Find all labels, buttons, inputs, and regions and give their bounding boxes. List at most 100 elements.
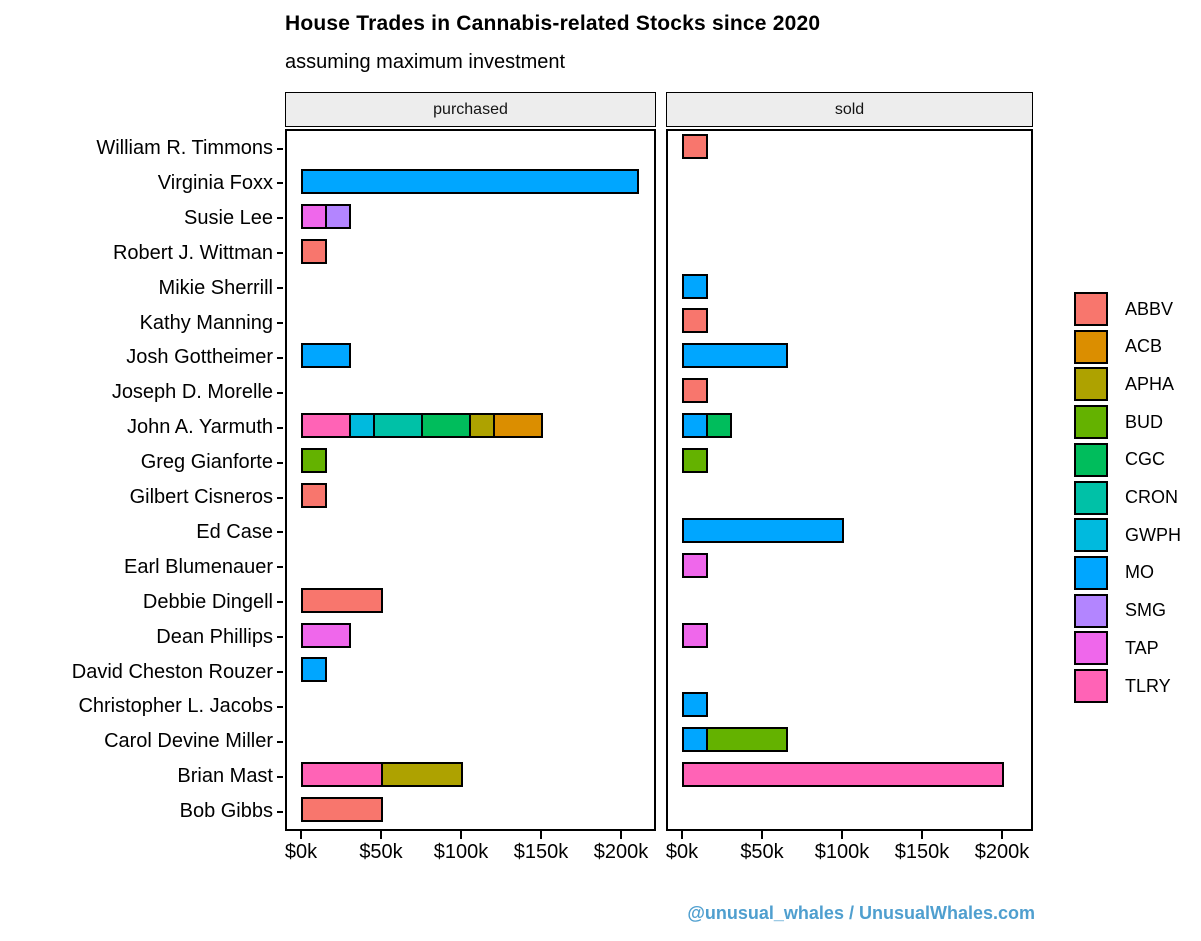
y-axis-label-row: Gilbert Cisneros <box>0 480 285 515</box>
y-axis-label: Christopher L. Jacobs <box>78 695 273 718</box>
chart-title: House Trades in Cannabis-related Stocks … <box>285 12 821 35</box>
x-axis-tick <box>620 831 622 839</box>
legend-swatch-acb <box>1074 329 1108 364</box>
y-axis-tick <box>277 636 283 639</box>
bar-segment-tap <box>301 622 351 648</box>
x-axis-tick <box>921 831 923 839</box>
bar-segment-abbv <box>301 797 383 823</box>
legend-swatch-smg <box>1074 593 1108 628</box>
x-axis-tick-label: $200k <box>974 841 1030 863</box>
bar-segment-apha <box>381 762 463 788</box>
bar-segment-mo <box>682 517 844 543</box>
y-axis-label-row: Mikie Sherrill <box>0 271 285 306</box>
bar-row <box>301 762 463 788</box>
legend-label: TAP <box>1125 637 1159 658</box>
legend-item: TAP <box>1074 631 1159 666</box>
x-axis-tick-label: $50k <box>740 841 784 863</box>
bar-row <box>301 203 351 229</box>
y-axis-label: Debbie Dingell <box>142 590 273 613</box>
bar-segment-apha <box>469 413 495 439</box>
legend-item: MO <box>1074 555 1154 590</box>
bar-segment-abbv <box>682 378 708 404</box>
legend-label: APHA <box>1125 373 1175 394</box>
bar-segment-tap <box>682 622 708 648</box>
legend-item: GWPH <box>1074 518 1181 553</box>
bar-row <box>682 273 708 299</box>
legend-swatch-tap <box>1074 631 1108 666</box>
bar-segment-mo <box>682 692 708 718</box>
bar-segment-mo <box>301 343 351 369</box>
y-axis-labels: William R. Timmons Virginia Foxx Susie Lee… <box>0 131 285 829</box>
legend-label: CRON <box>1125 487 1178 507</box>
x-axis-tick-label: $100k <box>433 841 489 863</box>
bar-row <box>682 343 788 369</box>
x-axis-tick-label: $200k <box>593 841 649 863</box>
y-axis-tick <box>277 740 283 743</box>
bar-segment-abbv <box>682 308 708 334</box>
bar-segment-cgc <box>421 413 471 439</box>
y-axis-label: Dean Phillips <box>156 625 273 648</box>
x-axis-tick-label: $100k <box>814 841 870 863</box>
bar-segment-tap <box>301 203 327 229</box>
bar-row <box>682 133 708 159</box>
y-axis-label: David Cheston Rouzer <box>71 660 273 683</box>
facet-purchased: purchased $0k $50k $100k $150k $200k <box>285 92 656 877</box>
bar-row <box>682 727 788 753</box>
y-axis-tick <box>277 496 283 499</box>
y-axis-label: Carol Devine Miller <box>104 730 273 753</box>
bar-segment-gwph <box>349 413 375 439</box>
y-axis-label-row: Josh Gottheimer <box>0 340 285 375</box>
y-axis-label-row: Dean Phillips <box>0 620 285 655</box>
y-axis-tick <box>277 671 283 673</box>
x-axis-tick <box>380 831 382 839</box>
legend-swatch-gwph <box>1074 518 1108 553</box>
y-axis-tick <box>277 322 283 324</box>
legend-item: BUD <box>1074 405 1163 440</box>
bar-segment-tlry <box>301 762 383 788</box>
bar-row <box>682 517 844 543</box>
x-axis-tick-label: $0k <box>284 841 318 863</box>
y-axis-label: Susie Lee <box>184 206 273 229</box>
y-axis-tick <box>277 461 283 464</box>
legend-item: ABBV <box>1074 292 1173 326</box>
x-axis-tick-label: $0k <box>665 841 699 863</box>
x-axis-tick <box>460 831 462 839</box>
bar-segment-smg <box>325 203 351 229</box>
bar-row <box>682 622 708 648</box>
x-axis-tick <box>300 831 302 839</box>
x-axis-tick <box>761 831 763 839</box>
bar-row <box>682 762 1004 788</box>
bar-row <box>682 308 708 334</box>
y-axis-tick <box>277 705 283 708</box>
legend-swatch-bud <box>1074 405 1108 440</box>
y-axis-label-row: Susie Lee <box>0 201 285 236</box>
bar-segment-abbv <box>301 587 383 613</box>
y-axis-label: Josh Gottheimer <box>126 346 273 369</box>
y-axis-label-row: William R. Timmons <box>0 131 285 166</box>
bar-row <box>682 552 708 578</box>
legend: ABBV ACB APHA BUD CGC CRON GWPH MO SMG TAP TLRY <box>1074 292 1201 712</box>
x-axis-tick-label: $50k <box>359 841 403 863</box>
legend-label: ACB <box>1125 336 1163 357</box>
bar-segment-abbv <box>301 238 327 264</box>
bar-row <box>301 413 543 439</box>
legend-swatch-cgc <box>1074 442 1108 477</box>
facet-strip-purchased: purchased <box>285 92 656 127</box>
bar-segment-tap <box>682 552 708 578</box>
legend-label: CGC <box>1125 449 1165 470</box>
y-axis-label-row: Earl Blumenauer <box>0 550 285 585</box>
x-axis-tick-label: $150k <box>894 841 950 863</box>
y-axis-label-row: Joseph D. Morelle <box>0 375 285 410</box>
bar-segment-abbv <box>301 482 327 508</box>
bar-segment-acb <box>493 413 543 439</box>
bar-segment-cron <box>373 413 423 439</box>
y-axis-label: Kathy Manning <box>139 311 273 334</box>
y-axis-tick <box>277 182 283 185</box>
bar-segment-mo <box>682 273 708 299</box>
y-axis-label: William R. Timmons <box>96 137 273 159</box>
y-axis-label: Gilbert Cisneros <box>129 486 273 508</box>
y-axis-label: John A. Yarmuth <box>126 416 273 439</box>
x-axis-tick <box>540 831 542 839</box>
legend-swatch-cron <box>1074 480 1108 515</box>
bar-segment-tlry <box>301 413 351 439</box>
